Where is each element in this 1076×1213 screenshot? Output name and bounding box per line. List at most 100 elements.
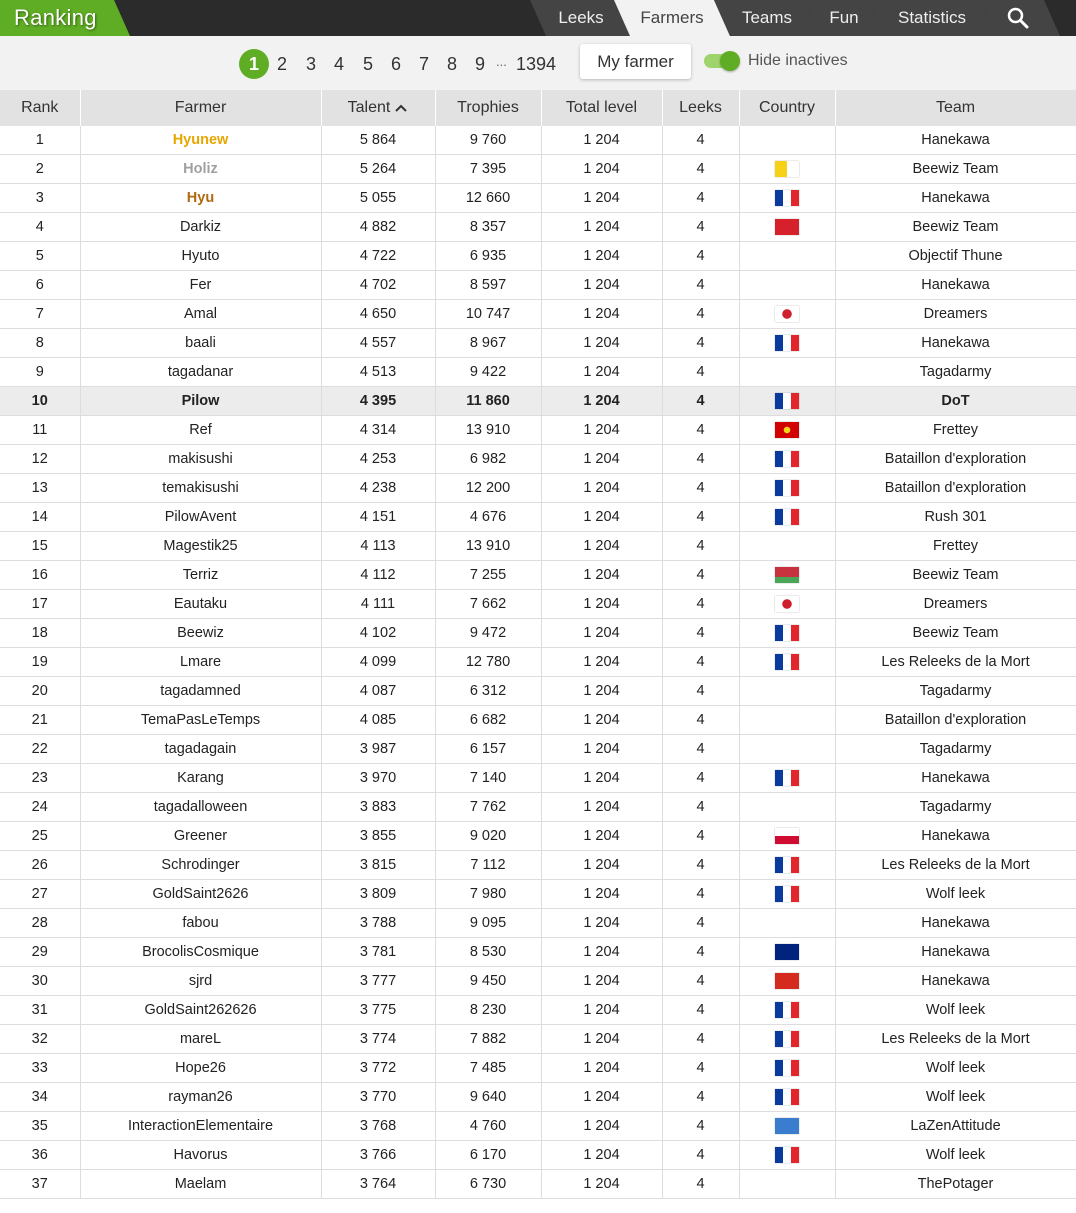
team-name[interactable]: Les Releeks de la Mort: [835, 1024, 1076, 1054]
farmer-name[interactable]: Hyu: [80, 183, 322, 213]
column-country[interactable]: Country: [739, 90, 836, 126]
team-name[interactable]: Tagadarmy: [835, 676, 1076, 706]
team-name[interactable]: LaZenAttitude: [835, 1111, 1076, 1141]
team-name[interactable]: Beewiz Team: [835, 154, 1076, 184]
talent-cell: 3 809: [321, 879, 436, 909]
team-name[interactable]: Hanekawa: [835, 966, 1076, 996]
team-name[interactable]: Hanekawa: [835, 937, 1076, 967]
nav-tab-teams[interactable]: Teams: [714, 0, 820, 36]
farmer-name[interactable]: Hope26: [80, 1053, 322, 1083]
team-name[interactable]: Wolf leek: [835, 1053, 1076, 1083]
farmer-name[interactable]: Magestik25: [80, 531, 322, 561]
page-4[interactable]: 4: [334, 54, 345, 74]
farmer-name[interactable]: Amal: [80, 299, 322, 329]
page-last[interactable]: 1394: [516, 54, 557, 74]
team-name[interactable]: DoT: [835, 386, 1076, 416]
page-2[interactable]: 2: [277, 54, 288, 74]
team-name[interactable]: Tagadarmy: [835, 357, 1076, 387]
team-name[interactable]: Bataillon d'exploration: [835, 705, 1076, 735]
team-name[interactable]: Hanekawa: [835, 270, 1076, 300]
team-name[interactable]: Hanekawa: [835, 126, 1076, 155]
nav-tab-statistics[interactable]: Statistics: [868, 0, 996, 36]
team-name[interactable]: Beewiz Team: [835, 212, 1076, 242]
farmer-name[interactable]: Fer: [80, 270, 322, 300]
team-name[interactable]: Wolf leek: [835, 995, 1076, 1025]
farmer-name[interactable]: BrocolisCosmique: [80, 937, 322, 967]
farmer-name[interactable]: GoldSaint2626: [80, 879, 322, 909]
team-name[interactable]: Hanekawa: [835, 763, 1076, 793]
farmer-name[interactable]: rayman26: [80, 1082, 322, 1112]
page-9[interactable]: 9: [475, 54, 486, 74]
farmer-name[interactable]: Maelam: [80, 1169, 322, 1199]
farmer-name[interactable]: tagadagain: [80, 734, 322, 764]
team-name[interactable]: Dreamers: [835, 299, 1076, 329]
team-name[interactable]: Frettey: [835, 415, 1076, 445]
farmer-name[interactable]: baali: [80, 328, 322, 358]
team-name[interactable]: Beewiz Team: [835, 618, 1076, 648]
team-name[interactable]: Dreamers: [835, 589, 1076, 619]
team-name[interactable]: Tagadarmy: [835, 734, 1076, 764]
farmer-name[interactable]: GoldSaint262626: [80, 995, 322, 1025]
page-6[interactable]: 6: [391, 54, 402, 74]
farmer-name[interactable]: Karang: [80, 763, 322, 793]
team-name[interactable]: Hanekawa: [835, 821, 1076, 851]
farmer-name[interactable]: tagadamned: [80, 676, 322, 706]
farmer-name[interactable]: makisushi: [80, 444, 322, 474]
team-name[interactable]: Rush 301: [835, 502, 1076, 532]
page-1[interactable]: 1: [239, 49, 269, 79]
team-name[interactable]: Frettey: [835, 531, 1076, 561]
team-name[interactable]: Les Releeks de la Mort: [835, 850, 1076, 880]
column-team[interactable]: Team: [835, 90, 1076, 126]
farmer-name[interactable]: Schrodinger: [80, 850, 322, 880]
page-5[interactable]: 5: [363, 54, 374, 74]
farmer-name[interactable]: Hyunew: [80, 126, 322, 155]
hide-inactives-toggle[interactable]: [704, 51, 740, 71]
farmer-name[interactable]: Terriz: [80, 560, 322, 590]
farmer-name[interactable]: fabou: [80, 908, 322, 938]
farmer-name[interactable]: Darkiz: [80, 212, 322, 242]
farmer-name[interactable]: PilowAvent: [80, 502, 322, 532]
farmer-name[interactable]: Greener: [80, 821, 322, 851]
farmer-name[interactable]: Pilow: [80, 386, 322, 416]
farmer-name[interactable]: TemaPasLeTemps: [80, 705, 322, 735]
page-3[interactable]: 3: [306, 54, 317, 74]
farmer-name[interactable]: Eautaku: [80, 589, 322, 619]
team-name[interactable]: Objectif Thune: [835, 241, 1076, 271]
farmer-name[interactable]: Hyuto: [80, 241, 322, 271]
column-leeks[interactable]: Leeks: [662, 90, 740, 126]
team-name[interactable]: Bataillon d'exploration: [835, 473, 1076, 503]
team-name[interactable]: Hanekawa: [835, 328, 1076, 358]
team-name[interactable]: ThePotager: [835, 1169, 1076, 1199]
farmer-name[interactable]: Holiz: [80, 154, 322, 184]
page-7[interactable]: 7: [419, 54, 430, 74]
farmer-name[interactable]: tagadalloween: [80, 792, 322, 822]
column-rank[interactable]: Rank: [0, 90, 81, 126]
column-talent[interactable]: Talent: [321, 90, 436, 126]
farmer-name[interactable]: sjrd: [80, 966, 322, 996]
team-name[interactable]: Hanekawa: [835, 183, 1076, 213]
farmer-name[interactable]: Ref: [80, 415, 322, 445]
column-total-level[interactable]: Total level: [541, 90, 663, 126]
column-trophies[interactable]: Trophies: [435, 90, 542, 126]
farmer-name[interactable]: Lmare: [80, 647, 322, 677]
farmer-name[interactable]: tagadanar: [80, 357, 322, 387]
farmer-name[interactable]: Beewiz: [80, 618, 322, 648]
team-name[interactable]: Beewiz Team: [835, 560, 1076, 590]
team-name[interactable]: Wolf leek: [835, 879, 1076, 909]
nav-tab-farmers[interactable]: Farmers: [614, 0, 730, 36]
nav-tab-leeks[interactable]: Leeks: [530, 0, 632, 36]
team-name[interactable]: Hanekawa: [835, 908, 1076, 938]
farmer-name[interactable]: Havorus: [80, 1140, 322, 1170]
team-name[interactable]: Wolf leek: [835, 1082, 1076, 1112]
column-farmer[interactable]: Farmer: [80, 90, 322, 126]
my-farmer-button[interactable]: My farmer: [580, 44, 691, 79]
country-cell: [739, 792, 836, 822]
farmer-name[interactable]: InteractionElementaire: [80, 1111, 322, 1141]
team-name[interactable]: Wolf leek: [835, 1140, 1076, 1170]
team-name[interactable]: Bataillon d'exploration: [835, 444, 1076, 474]
farmer-name[interactable]: temakisushi: [80, 473, 322, 503]
farmer-name[interactable]: mareL: [80, 1024, 322, 1054]
page-8[interactable]: 8: [447, 54, 458, 74]
team-name[interactable]: Tagadarmy: [835, 792, 1076, 822]
team-name[interactable]: Les Releeks de la Mort: [835, 647, 1076, 677]
